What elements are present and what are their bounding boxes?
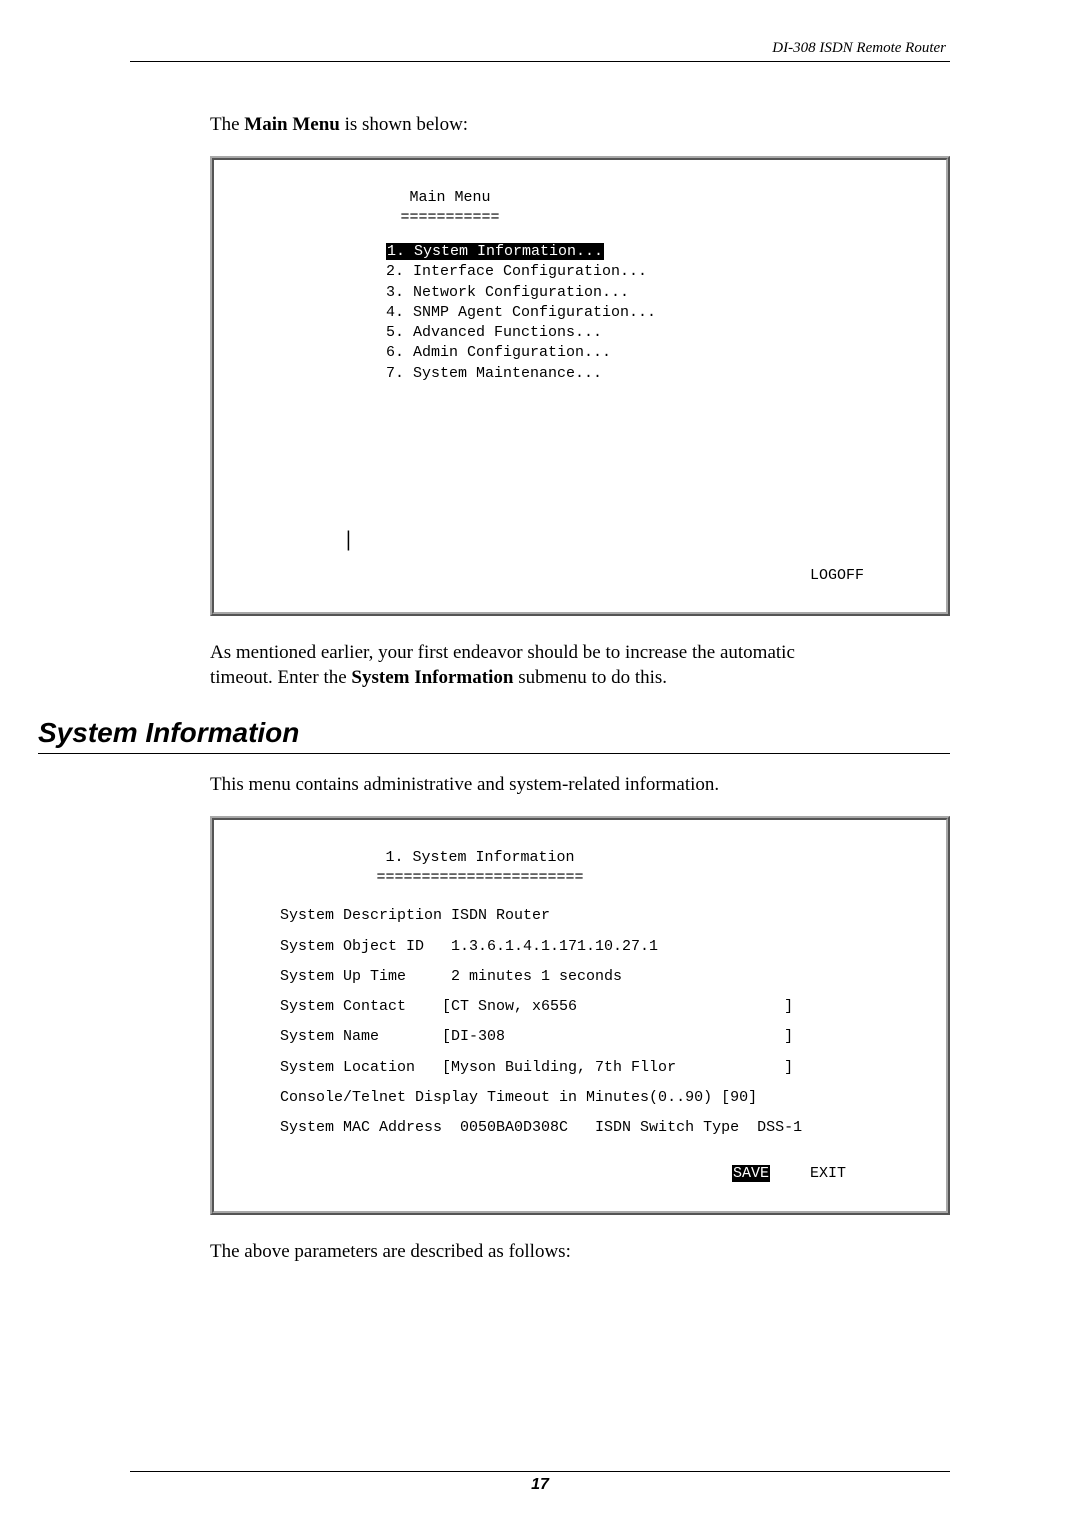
section-rule	[38, 753, 950, 754]
sysinfo-rows: System Description ISDN Router System Ob…	[280, 906, 924, 1138]
sysinfo-title: 1. System Information	[36, 848, 924, 868]
menu-item-4[interactable]: 4. SNMP Agent Configuration...	[386, 303, 924, 323]
sys-row-timeout[interactable]: Console/Telnet Display Timeout in Minute…	[280, 1088, 924, 1108]
sysinfo-actions: SAVE EXIT	[236, 1164, 924, 1184]
page-number: 17	[130, 1476, 950, 1494]
menu-item-1-label: 1. System Information...	[386, 243, 604, 260]
intro-prefix: The	[210, 114, 244, 135]
mid-line1: As mentioned earlier, your first endeavo…	[210, 642, 795, 663]
exit-button[interactable]: EXIT	[810, 1165, 846, 1182]
intro-bold: Main Menu	[244, 114, 340, 135]
main-menu-panel: Main Menu =========== 1. System Informat…	[210, 156, 950, 616]
menu-item-5[interactable]: 5. Advanced Functions...	[386, 323, 924, 343]
sys-row-location[interactable]: System Location [Myson Building, 7th Fll…	[280, 1058, 924, 1078]
menu-item-1[interactable]: 1. System Information...	[386, 242, 924, 262]
header-rule	[130, 61, 950, 62]
footer-rule	[130, 1471, 950, 1472]
sys-row-contact[interactable]: System Contact [CT Snow, x6556 ]	[280, 997, 924, 1017]
section-intro: This menu contains administrative and sy…	[210, 772, 950, 798]
page-footer: 17	[130, 1471, 950, 1494]
save-button[interactable]: SAVE	[732, 1165, 770, 1182]
mid-paragraph: As mentioned earlier, your first endeavo…	[210, 640, 950, 691]
mid-line2a: timeout. Enter the	[210, 667, 351, 688]
logoff-button[interactable]: LOGOFF	[236, 566, 924, 586]
sys-row-object-id: System Object ID 1.3.6.1.4.1.171.10.27.1	[280, 937, 924, 957]
menu-item-6[interactable]: 6. Admin Configuration...	[386, 343, 924, 363]
sysinfo-panel: 1. System Information ==================…	[210, 816, 950, 1215]
sys-row-uptime: System Up Time 2 minutes 1 seconds	[280, 967, 924, 987]
sysinfo-underline: =======================	[36, 868, 924, 888]
menu-item-2[interactable]: 2. Interface Configuration...	[386, 262, 924, 282]
main-menu-items: 1. System Information... 2. Interface Co…	[386, 242, 924, 384]
main-menu-title: Main Menu	[0, 188, 924, 208]
closing-paragraph: The above parameters are described as fo…	[210, 1239, 950, 1265]
sys-row-mac-isdn: System MAC Address 0050BA0D308C ISDN Swi…	[280, 1118, 924, 1138]
intro-paragraph: The Main Menu is shown below:	[210, 112, 950, 138]
main-menu-underline: ===========	[0, 208, 924, 228]
menu-item-3[interactable]: 3. Network Configuration...	[386, 283, 924, 303]
section-heading: System Information	[38, 717, 950, 749]
sys-row-name[interactable]: System Name [DI-308 ]	[280, 1027, 924, 1047]
menu-item-7[interactable]: 7. System Maintenance...	[386, 364, 924, 384]
header-doc-title: DI-308 ISDN Remote Router	[130, 40, 950, 57]
mid-line2c: submenu to do this.	[513, 667, 667, 688]
intro-suffix: is shown below:	[340, 114, 468, 135]
sys-row-description: System Description ISDN Router	[280, 906, 924, 926]
text-cursor: |	[346, 524, 924, 554]
mid-line2b: System Information	[351, 667, 513, 688]
